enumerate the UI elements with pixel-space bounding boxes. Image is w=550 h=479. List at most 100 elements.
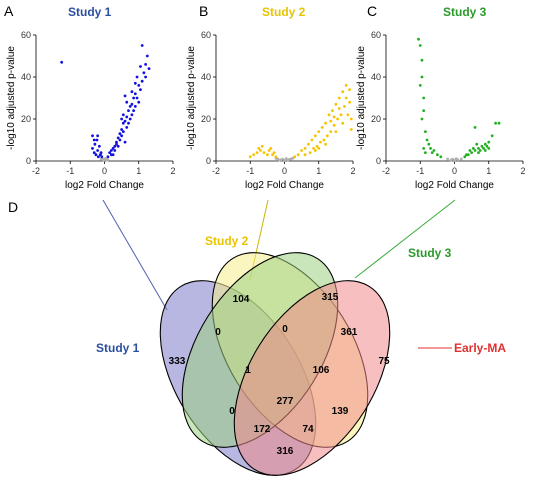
- data-point: [262, 151, 266, 155]
- x-tick-label: -1: [246, 166, 254, 176]
- venn-diagram: [159, 252, 391, 476]
- data-point: [60, 60, 64, 64]
- venn-label-study3: Study 3: [408, 246, 452, 260]
- data-point: [332, 123, 336, 127]
- data-point: [135, 75, 139, 79]
- venn-count-s1-s3-early: 172: [254, 424, 271, 435]
- x-tick-label: 2: [170, 166, 175, 176]
- panel-letter-a: A: [4, 3, 14, 19]
- data-point: [252, 153, 256, 157]
- data-point: [137, 84, 141, 87]
- data-point: [128, 105, 132, 108]
- data-point: [296, 153, 300, 157]
- data-point: [147, 67, 151, 70]
- data-point: [475, 142, 479, 146]
- y-axis-label: -log10 adjusted p-value: [6, 46, 17, 150]
- data-point: [109, 149, 113, 152]
- venn-label-study1: Study 1: [96, 341, 140, 355]
- data-point: [312, 147, 316, 150]
- data-point: [91, 147, 94, 150]
- venn-count-s2-early: 139: [332, 406, 349, 417]
- data-point: [267, 149, 271, 152]
- data-point: [116, 136, 120, 140]
- data-point: [324, 142, 327, 146]
- data-point: [336, 117, 339, 121]
- data-point: [277, 158, 281, 162]
- data-point: [272, 151, 276, 155]
- data-point: [133, 92, 137, 96]
- data-point: [121, 121, 125, 125]
- x-tick-label: 2: [520, 166, 525, 176]
- x-tick-label: -2: [382, 166, 390, 176]
- data-point: [477, 147, 480, 150]
- data-point: [420, 75, 424, 79]
- data-point: [303, 147, 307, 150]
- data-point: [418, 44, 422, 47]
- data-point: [420, 58, 424, 62]
- data-point: [482, 147, 486, 150]
- data-point: [281, 157, 285, 161]
- venn-count-study2-only: 104: [233, 294, 250, 305]
- data-point: [446, 157, 450, 161]
- data-point: [92, 151, 96, 155]
- data-point: [123, 94, 127, 98]
- data-point: [135, 96, 139, 100]
- x-tick-label: -1: [416, 166, 424, 176]
- data-point: [325, 134, 329, 138]
- data-point: [128, 117, 132, 121]
- data-point: [115, 140, 118, 144]
- data-point: [125, 126, 129, 129]
- data-point: [494, 121, 497, 125]
- data-point: [344, 84, 348, 87]
- data-point: [271, 153, 274, 157]
- y-tick-label: 20: [371, 114, 381, 124]
- venn-count-s1-early: 316: [277, 446, 294, 457]
- y-tick-label: 20: [21, 114, 31, 124]
- data-point: [95, 138, 99, 142]
- venn-count-s1-s2-s3: 1: [245, 365, 251, 376]
- x-tick-label: -2: [32, 166, 40, 176]
- data-point: [111, 147, 115, 150]
- data-point: [144, 75, 148, 79]
- data-point: [125, 115, 129, 119]
- x-tick-label: 0: [452, 166, 457, 176]
- data-point: [478, 149, 482, 152]
- data-point: [487, 147, 491, 150]
- data-point: [130, 90, 134, 94]
- y-tick-label: 40: [371, 72, 381, 82]
- data-point: [334, 102, 338, 106]
- data-point: [337, 96, 341, 100]
- y-axis-label: -log10 adjusted p-value: [186, 46, 197, 150]
- data-point: [313, 149, 317, 152]
- x-axis-label: log2 Fold Change: [245, 180, 324, 191]
- data-point: [435, 153, 439, 157]
- y-tick-label: 0: [26, 156, 31, 166]
- data-point: [118, 132, 122, 136]
- data-point: [113, 144, 117, 148]
- data-point: [439, 155, 443, 159]
- data-point: [341, 90, 345, 94]
- data-point: [137, 100, 141, 104]
- data-point: [139, 88, 142, 91]
- data-point: [108, 151, 112, 155]
- data-point: [145, 54, 149, 58]
- data-point: [94, 153, 98, 157]
- data-point: [248, 155, 252, 159]
- data-point: [423, 130, 427, 134]
- data-point: [422, 109, 426, 112]
- data-point: [120, 128, 124, 131]
- data-point: [487, 140, 491, 144]
- x-tick-label: 1: [316, 166, 321, 176]
- data-point: [349, 117, 353, 121]
- data-point: [343, 105, 346, 108]
- data-point: [130, 113, 134, 117]
- y-tick-label: 40: [201, 72, 211, 82]
- data-point: [341, 121, 345, 125]
- data-point: [451, 157, 455, 161]
- data-point: [322, 138, 326, 142]
- data-point: [430, 151, 434, 155]
- data-point: [269, 147, 273, 150]
- data-point: [288, 157, 292, 161]
